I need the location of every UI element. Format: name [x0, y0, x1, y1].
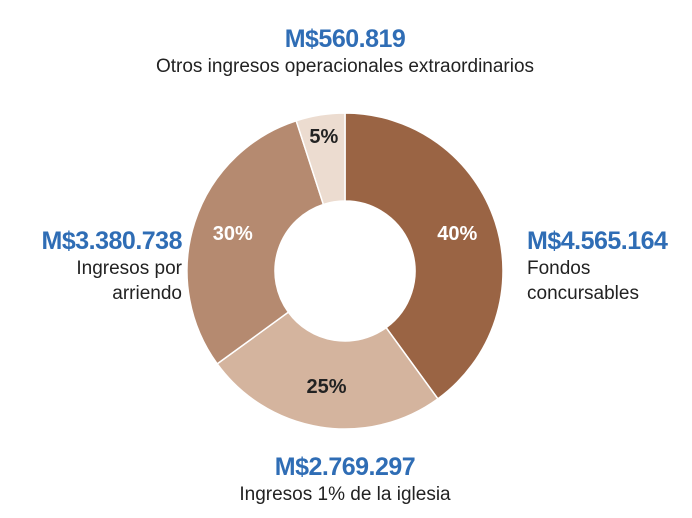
slice — [344, 112, 504, 400]
amount-label: M$2.769.297 — [274, 453, 416, 481]
slice-label: M$560.819 Otros ingresos operacionales ex… — [95, 24, 595, 79]
category-label: Ingresos 1% de la iglesia — [239, 484, 451, 505]
slice — [216, 311, 439, 430]
slice-label: M$2.769.297 Ingresos 1% de la iglesia — [195, 452, 495, 507]
amount-label: M$3.380.738 — [41, 227, 183, 255]
slice — [295, 112, 346, 206]
percent-label: 40% — [437, 223, 477, 245]
category-label: Ingresos por arriendo — [76, 258, 182, 304]
slice-label: M$3.380.738 Ingresos por arriendo — [0, 226, 183, 306]
percent-label: 30% — [213, 223, 253, 245]
slice — [186, 119, 325, 365]
slice-label: M$4.565.164 Fondos concursables — [527, 226, 677, 306]
amount-label: M$4.565.164 — [527, 227, 668, 255]
category-label: Fondos concursables — [527, 258, 639, 304]
percent-label: 5% — [309, 126, 338, 148]
amount-label: M$560.819 — [284, 25, 406, 53]
category-label: Otros ingresos operacionales extraordina… — [155, 56, 535, 77]
percent-label: 25% — [307, 376, 347, 398]
